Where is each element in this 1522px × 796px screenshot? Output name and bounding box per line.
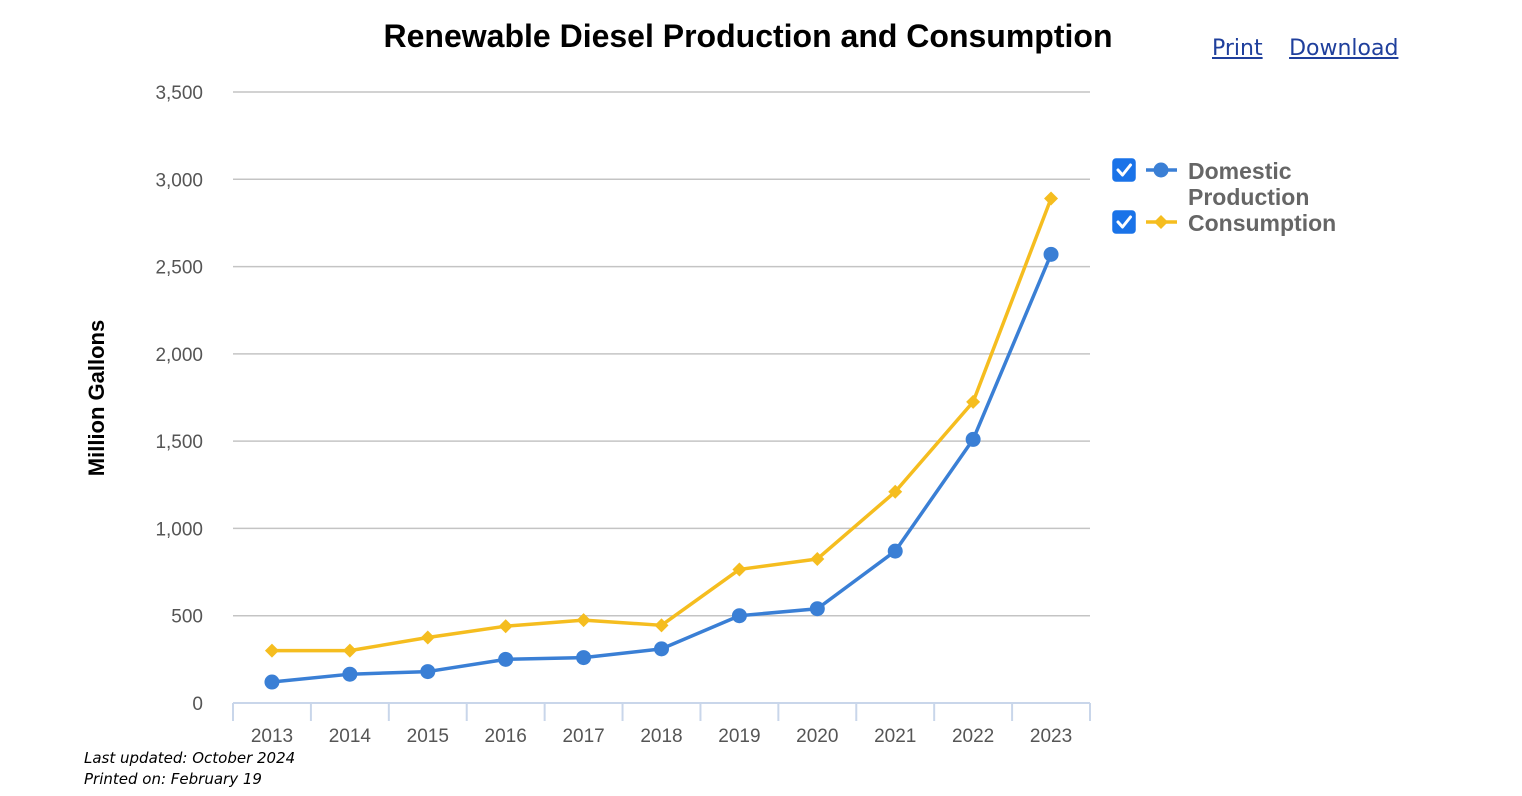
legend-item-consumption[interactable]: Consumption xyxy=(1112,210,1336,236)
legend-label: Production xyxy=(1188,184,1309,210)
x-tick-label: 2015 xyxy=(407,726,449,747)
legend-label: Consumption xyxy=(1188,210,1336,236)
y-tick-label: 1,500 xyxy=(155,432,203,453)
series-domestic-production xyxy=(264,246,1059,690)
footer: Last updated: October 2024 Printed on: F… xyxy=(84,748,295,790)
data-point[interactable] xyxy=(654,641,669,657)
y-tick-label: 3,000 xyxy=(155,170,203,191)
chart-title: Renewable Diesel Production and Consumpt… xyxy=(384,18,1113,54)
series xyxy=(264,191,1059,690)
data-point[interactable] xyxy=(809,601,825,617)
x-tick-label: 2016 xyxy=(485,726,527,747)
series-line xyxy=(271,253,1053,684)
series-consumption xyxy=(264,191,1059,658)
data-point[interactable] xyxy=(420,630,435,645)
data-point[interactable] xyxy=(342,643,357,658)
x-axis xyxy=(232,702,1091,721)
data-point[interactable] xyxy=(810,551,825,566)
data-point[interactable] xyxy=(498,619,513,634)
y-tick-label: 2,000 xyxy=(155,345,203,366)
data-point[interactable] xyxy=(965,431,981,447)
data-point[interactable] xyxy=(264,674,280,690)
x-tick-labels: 2013 2014 2015 2016 2017 2018 2019 2020 2021 2022… xyxy=(251,726,1072,747)
x-tick-label: 2022 xyxy=(952,726,994,747)
y-tick-label: 500 xyxy=(171,607,203,628)
y-tick-label: 0 xyxy=(192,694,203,715)
y-tick-labels: 0 500 1,000 1,500 2,000 2,500 3,000 3,500 xyxy=(155,83,203,715)
data-point[interactable] xyxy=(420,664,436,680)
check-icon xyxy=(1116,163,1132,177)
y-tick-label: 2,500 xyxy=(155,258,203,279)
data-point[interactable] xyxy=(264,643,279,658)
last-updated-text: Last updated: October 2024 xyxy=(84,749,296,767)
data-point[interactable] xyxy=(1044,191,1059,206)
print-link[interactable]: Print xyxy=(1212,36,1263,61)
data-point[interactable] xyxy=(576,613,591,628)
legend-label: Domestic xyxy=(1188,158,1292,184)
download-link[interactable]: Download xyxy=(1289,36,1399,61)
legend-marker-diamond-icon xyxy=(1154,215,1168,229)
legend-checkbox[interactable] xyxy=(1112,158,1136,182)
y-tick-label: 3,500 xyxy=(155,83,203,104)
x-tick-label: 2018 xyxy=(640,726,682,747)
x-tick-label: 2013 xyxy=(251,726,293,747)
data-point[interactable] xyxy=(576,650,592,666)
data-point[interactable] xyxy=(342,666,358,682)
x-tick-label: 2021 xyxy=(874,726,916,747)
x-tick-label: 2023 xyxy=(1030,726,1072,747)
data-point[interactable] xyxy=(887,543,903,559)
data-point[interactable] xyxy=(888,484,903,499)
legend-checkbox[interactable] xyxy=(1112,210,1136,234)
data-point[interactable] xyxy=(498,651,514,667)
check-icon xyxy=(1116,215,1132,229)
legend-marker-circle-icon xyxy=(1153,162,1169,178)
x-tick-label: 2019 xyxy=(718,726,760,747)
gridlines xyxy=(233,91,1090,617)
printed-on-text: Printed on: February 19 xyxy=(84,770,262,788)
y-axis-label: Million Gallons xyxy=(84,320,109,476)
data-point[interactable] xyxy=(731,608,747,624)
x-tick-label: 2014 xyxy=(329,726,372,747)
top-links: Print Download xyxy=(1212,36,1420,61)
data-point[interactable] xyxy=(966,394,981,409)
x-tick-label: 2017 xyxy=(562,726,604,747)
data-point[interactable] xyxy=(732,562,747,577)
x-tick-label: 2020 xyxy=(796,726,838,747)
data-point[interactable] xyxy=(654,618,669,633)
y-tick-label: 1,000 xyxy=(155,519,203,540)
data-point[interactable] xyxy=(1043,246,1059,262)
